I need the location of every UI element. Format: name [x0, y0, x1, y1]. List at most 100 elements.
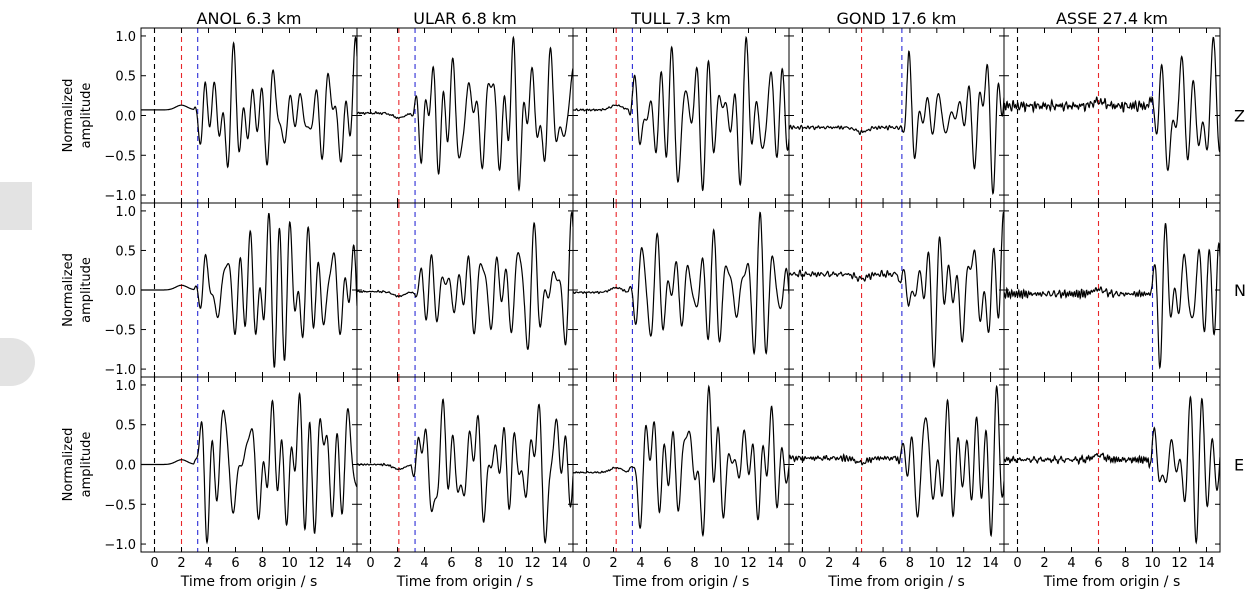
y-tick-label: 0.0 — [115, 284, 136, 299]
panel-ASSE-E — [1003, 376, 1221, 553]
x-tick-label: 8 — [1121, 556, 1129, 571]
x-tick-label: 8 — [906, 556, 914, 571]
y-tick-label: 0.0 — [115, 110, 136, 125]
panel-GOND-N — [788, 202, 1005, 378]
waveform-trace — [141, 212, 357, 368]
x-tick-label: 4 — [420, 556, 428, 571]
panel-ANOL-E — [140, 376, 358, 553]
station-title: ULAR 6.8 km — [413, 9, 517, 28]
x-tick-label: 6 — [879, 556, 887, 571]
waveform-trace — [789, 211, 1004, 369]
y-tick-label: 1.0 — [115, 30, 136, 45]
component-label: E — [1234, 456, 1244, 475]
waveform-trace — [141, 391, 357, 545]
x-tick-label: 8 — [474, 556, 482, 571]
y-tick-label: −0.5 — [104, 149, 136, 164]
x-tick-label: 6 — [447, 556, 455, 571]
x-tick-label: 8 — [258, 556, 266, 571]
y-tick-label: 0.5 — [115, 70, 136, 85]
x-tick-label: 14 — [767, 556, 784, 571]
x-tick-label: 10 — [1144, 556, 1161, 571]
station-title: ANOL 6.3 km — [197, 9, 302, 28]
panel-ASSE-Z — [1003, 27, 1221, 204]
x-axis-label: Time from origin / s — [827, 574, 965, 590]
x-tick-label: 4 — [204, 556, 212, 571]
x-axis-label: Time from origin / s — [1043, 574, 1181, 590]
panel-ULAR-E — [356, 376, 574, 553]
x-tick-label: 6 — [663, 556, 671, 571]
station-title: GOND 17.6 km — [837, 9, 957, 28]
x-tick-label: 4 — [1067, 556, 1075, 571]
y-axis-label: Normalized — [61, 79, 76, 153]
x-tick-label: 10 — [281, 556, 298, 571]
y-tick-label: 0.5 — [115, 244, 136, 259]
component-label: Z — [1234, 107, 1245, 126]
waveform-trace — [573, 35, 789, 192]
x-tick-label: 2 — [609, 556, 617, 571]
x-tick-label: 14 — [1198, 556, 1215, 571]
x-axis-label: Time from origin / s — [612, 574, 750, 590]
y-axis-label: Normalized — [61, 428, 76, 502]
x-tick-label: 10 — [929, 556, 946, 571]
x-axis-label: Time from origin / s — [396, 574, 534, 590]
panel-TULL-N — [572, 202, 790, 378]
y-tick-label: 1.0 — [115, 205, 136, 220]
y-axis-label: amplitude — [79, 257, 94, 323]
waveform-trace — [141, 36, 357, 169]
x-tick-label: 10 — [713, 556, 730, 571]
panel-ULAR-N — [356, 202, 574, 378]
background-shape-1 — [0, 182, 32, 230]
x-tick-label: 12 — [524, 556, 541, 571]
x-tick-label: 12 — [308, 556, 325, 571]
y-tick-label: −1.0 — [104, 189, 136, 204]
waveform-trace — [789, 50, 1004, 196]
x-tick-label: 4 — [636, 556, 644, 571]
x-tick-label: 12 — [955, 556, 972, 571]
waveform-trace — [1004, 395, 1220, 545]
x-tick-label: 14 — [982, 556, 999, 571]
panel-TULL-E — [572, 376, 790, 553]
x-tick-label: 0 — [582, 556, 590, 571]
waveform-trace — [789, 384, 1004, 538]
waveform-trace — [357, 210, 573, 351]
panel-TULL-Z — [572, 27, 790, 204]
x-tick-label: 2 — [177, 556, 185, 571]
x-tick-label: 0 — [150, 556, 158, 571]
x-tick-label: 4 — [852, 556, 860, 571]
x-tick-label: 14 — [551, 556, 568, 571]
panel-GOND-E — [788, 376, 1005, 553]
x-tick-label: 2 — [393, 556, 401, 571]
x-tick-label: 0 — [798, 556, 806, 571]
panel-ANOL-N — [140, 202, 358, 378]
y-tick-label: 0.0 — [115, 459, 136, 474]
panel-ULAR-Z — [356, 27, 574, 204]
x-tick-label: 6 — [231, 556, 239, 571]
component-label: N — [1234, 281, 1245, 300]
x-tick-label: 0 — [366, 556, 374, 571]
waveform-trace — [573, 384, 789, 538]
station-title: ASSE 27.4 km — [1056, 9, 1168, 28]
x-tick-label: 2 — [1040, 556, 1048, 571]
panel-ANOL-Z — [140, 27, 358, 204]
y-tick-label: 0.5 — [115, 419, 136, 434]
station-title: TULL 7.3 km — [630, 9, 731, 28]
x-axis-label: Time from origin / s — [180, 574, 318, 590]
y-axis-label: amplitude — [79, 432, 94, 498]
x-tick-label: 14 — [335, 556, 352, 571]
y-tick-label: −1.0 — [104, 538, 136, 553]
y-tick-label: −0.5 — [104, 498, 136, 513]
x-tick-label: 12 — [1171, 556, 1188, 571]
waveform-trace — [1004, 222, 1220, 370]
waveform-trace — [357, 35, 573, 192]
y-tick-label: −1.0 — [104, 363, 136, 378]
y-tick-label: −0.5 — [104, 324, 136, 339]
waveform-trace — [573, 211, 789, 356]
x-tick-label: 2 — [825, 556, 833, 571]
x-tick-label: 12 — [740, 556, 757, 571]
x-tick-label: 0 — [1013, 556, 1021, 571]
waveform-trace — [357, 398, 573, 544]
panel-ASSE-N — [1003, 202, 1221, 378]
x-tick-label: 6 — [1094, 556, 1102, 571]
x-tick-label: 10 — [497, 556, 514, 571]
